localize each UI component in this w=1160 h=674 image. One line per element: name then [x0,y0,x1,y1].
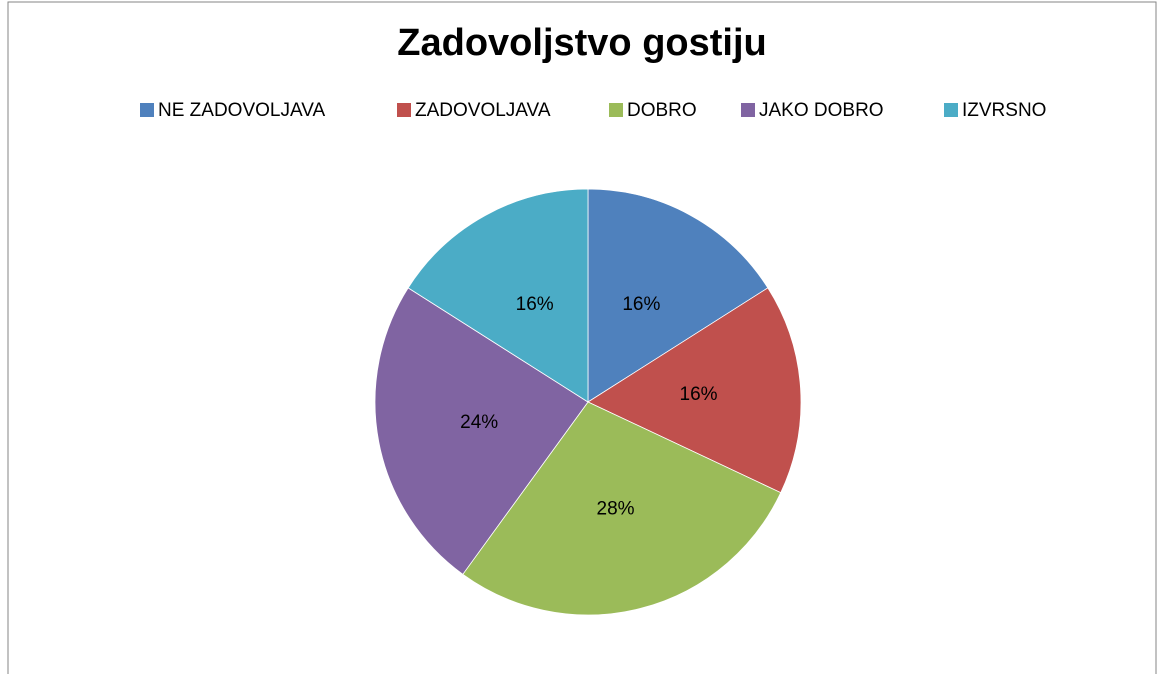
data-label: 16% [516,294,554,315]
pie-slice [587,188,769,403]
legend-label: DOBRO [627,100,697,121]
pie-slice [462,401,782,616]
legend-swatch [397,103,411,117]
chart-title: Zadovoljstvo gostiju [397,22,766,64]
pie-slice [407,188,589,403]
pie-slice [587,287,802,494]
legend-swatch [741,103,755,117]
legend-label: ZADOVOLJAVA [415,100,551,121]
data-label: 16% [622,294,660,315]
legend-label: JAKO DOBRO [759,100,884,121]
legend-label: NE ZADOVOLJAVA [158,100,325,121]
data-label: 28% [597,498,635,519]
pie-slice [374,287,589,575]
legend-swatch [140,103,154,117]
data-label: 16% [680,384,718,405]
legend-swatch [944,103,958,117]
legend-swatch [609,103,623,117]
legend-label: IZVRSNO [962,100,1046,121]
data-label: 24% [460,412,498,433]
